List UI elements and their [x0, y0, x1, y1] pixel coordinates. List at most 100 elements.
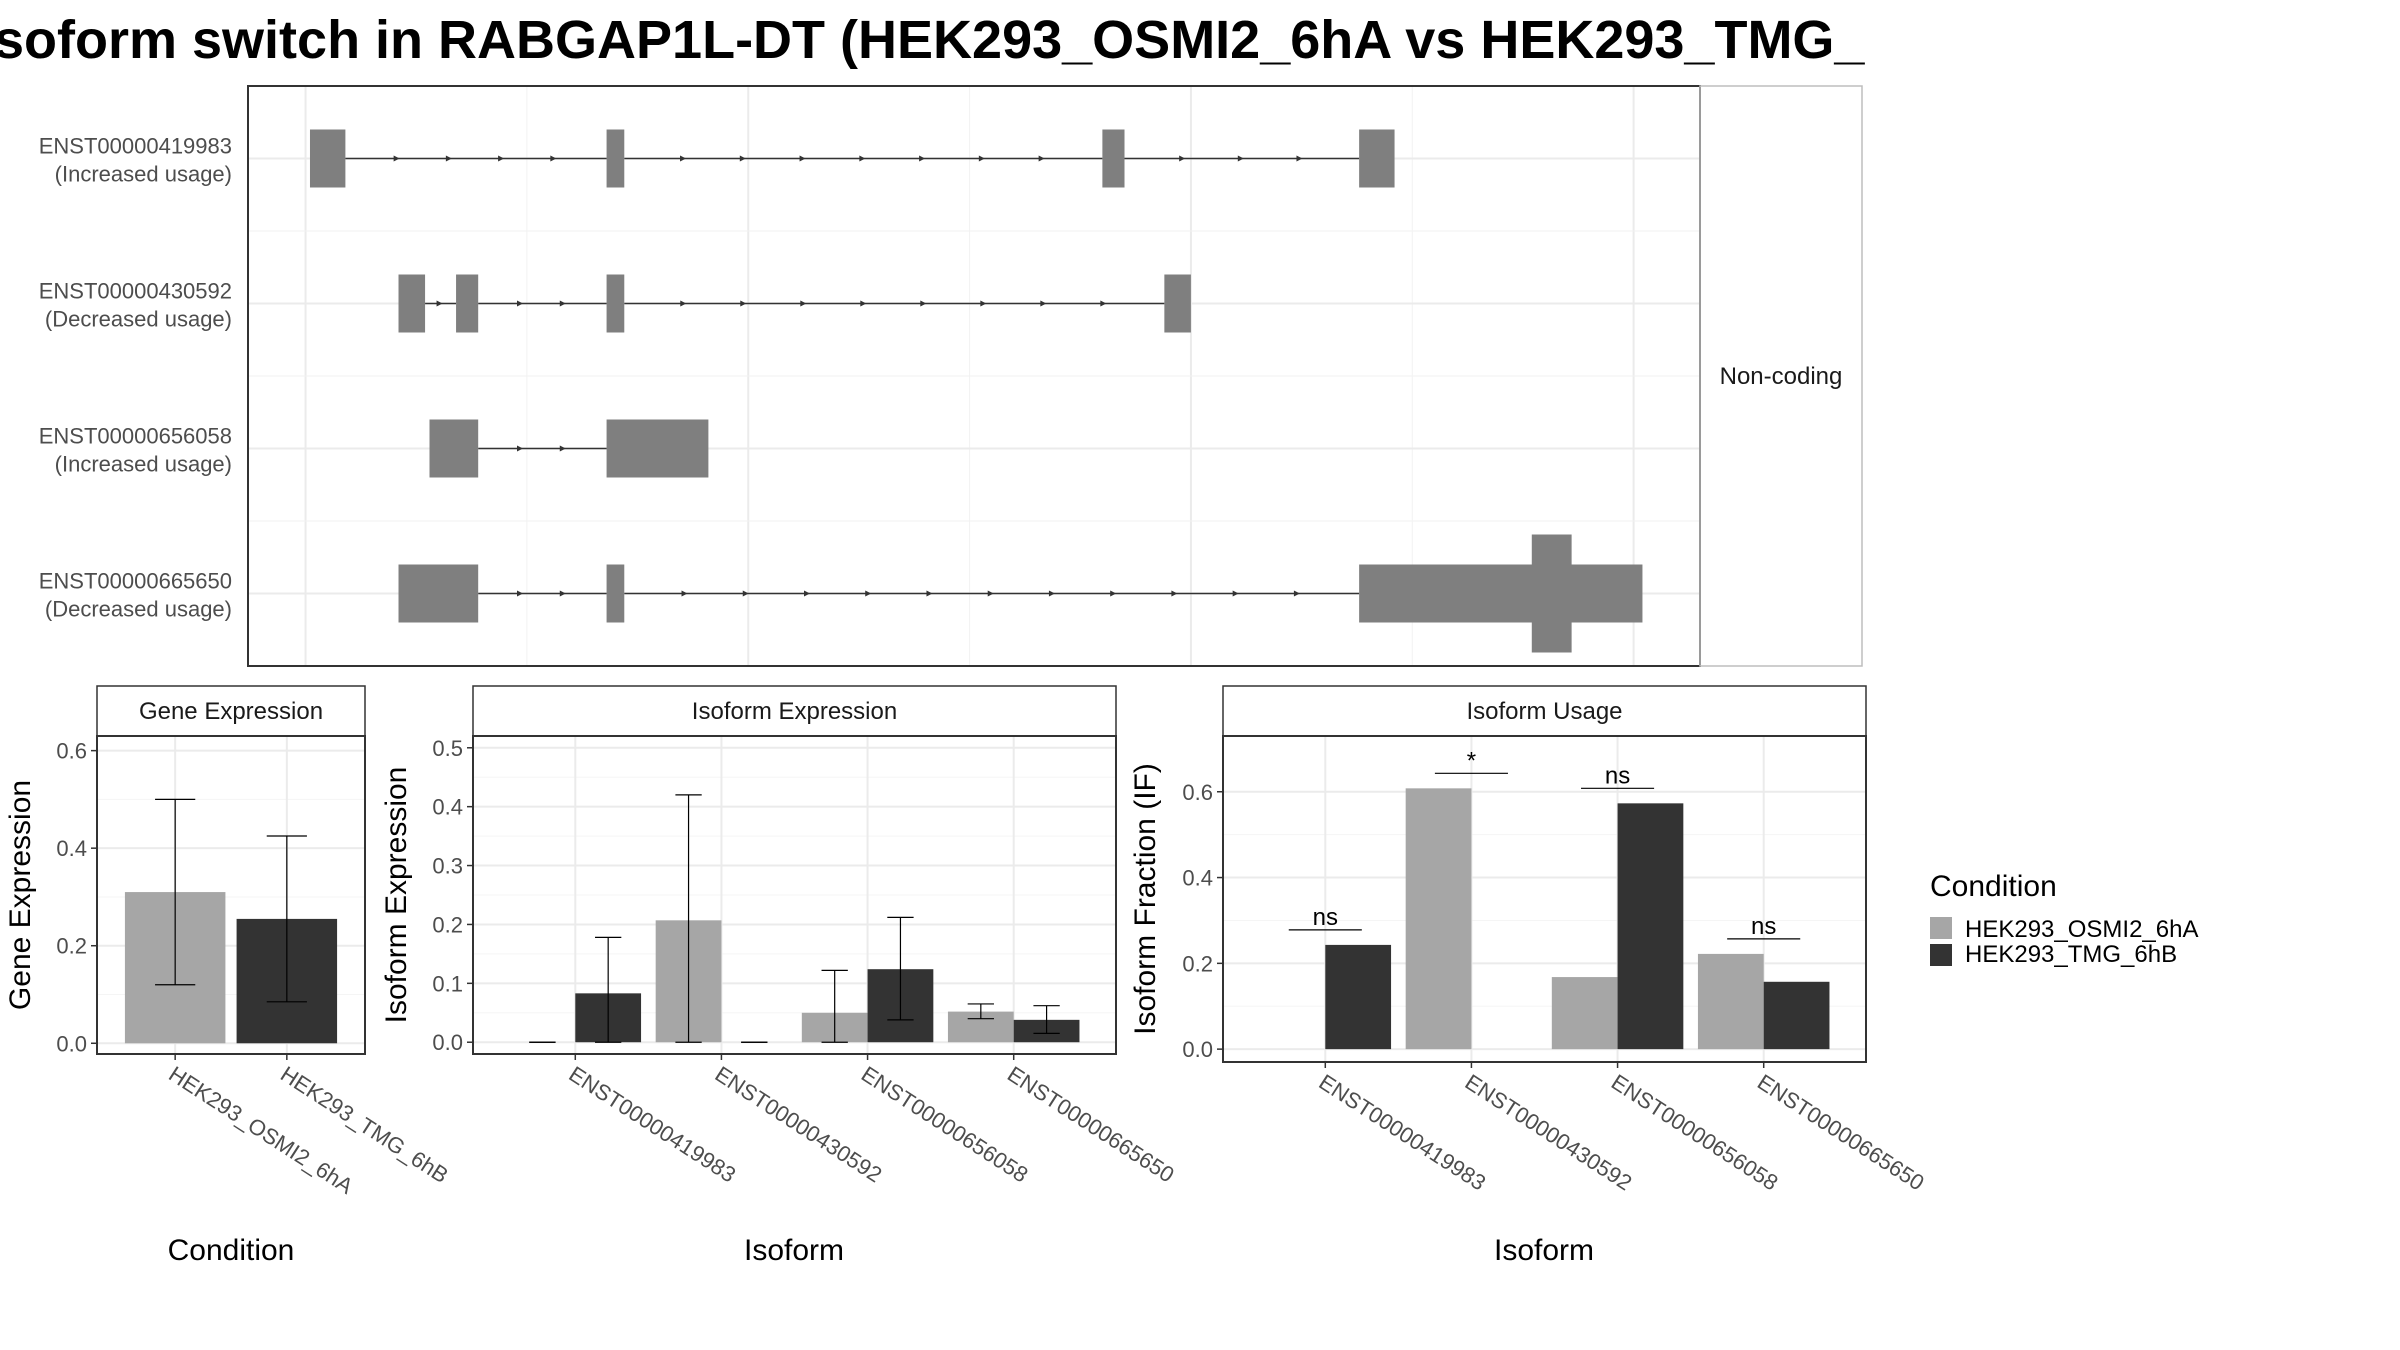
- y-axis-label: Isoform Fraction (IF): [1129, 763, 1162, 1035]
- intron-arrow: [739, 155, 746, 162]
- x-axis-label: Isoform: [1494, 1234, 1594, 1267]
- y-tick-label: 0.0: [56, 1031, 87, 1056]
- intron-arrow: [926, 590, 933, 597]
- intron-arrow: [803, 590, 810, 597]
- exon-block: [606, 129, 625, 188]
- intron-arrow: [1296, 155, 1303, 162]
- intron-arrow: [516, 445, 523, 452]
- panel-border: [472, 735, 1117, 1055]
- intron-arrow: [987, 590, 994, 597]
- intron-arrow: [1038, 155, 1045, 162]
- intron-arrow: [1040, 300, 1047, 307]
- y-tick-label: 0.0: [432, 1030, 463, 1055]
- isoform-id-label: ENST00000419983: [39, 134, 232, 159]
- strip-box: [1222, 685, 1867, 737]
- exon-block: [606, 274, 625, 333]
- intron-arrow: [436, 300, 443, 307]
- y-tick-label: 0.1: [432, 971, 463, 996]
- exon-block: [1164, 274, 1191, 333]
- y-tick-label: 0.6: [1182, 780, 1213, 805]
- intron-arrow: [559, 590, 566, 597]
- y-tick-label: 0.4: [432, 795, 463, 820]
- intron-arrow: [1237, 155, 1244, 162]
- intron-arrow: [681, 590, 688, 597]
- intron-arrow: [859, 155, 866, 162]
- legend-title: Condition: [1930, 870, 2057, 903]
- x-axis-label: Isoform: [744, 1234, 844, 1267]
- exon-block-tall: [1531, 534, 1572, 653]
- exon-block: [456, 274, 479, 333]
- strip-label: Isoform Usage: [1466, 698, 1622, 725]
- intron-arrow: [919, 155, 926, 162]
- exon-block: [1359, 564, 1643, 623]
- exon-block: [606, 419, 709, 478]
- intron-arrow: [799, 155, 806, 162]
- y-tick-label: 0.3: [432, 854, 463, 879]
- intron-arrow: [1171, 590, 1178, 597]
- intron-arrow: [865, 590, 872, 597]
- intron-arrow: [1100, 300, 1107, 307]
- legend: Condition HEK293_OSMI2_6hA HEK293_TMG_6h…: [1930, 870, 2198, 968]
- intron-arrow: [559, 300, 566, 307]
- x-tick-label: HEK293_OSMI2_6hA: [164, 1061, 357, 1199]
- significance-label: *: [1467, 747, 1476, 774]
- intron-arrow: [1232, 590, 1239, 597]
- strip-label: Non-coding: [1720, 363, 1843, 390]
- exon-block: [429, 419, 479, 478]
- isoform-status-label: (Increased usage): [55, 162, 232, 187]
- intron-arrow: [445, 155, 452, 162]
- legend-label-cond-b: HEK293_TMG_6hB: [1965, 941, 2177, 968]
- intron-arrow: [680, 155, 687, 162]
- intron-arrow: [978, 155, 985, 162]
- y-tick-label: 0.6: [56, 739, 87, 764]
- isoform-usage-panel: Isoform Usagens*nsns0.00.20.40.6ENST0000…: [1129, 685, 1929, 1267]
- isoform-status-label: (Decreased usage): [45, 597, 232, 622]
- strip-box: [472, 685, 1117, 737]
- y-tick-label: 0.0: [1182, 1037, 1213, 1062]
- intron-arrow: [1048, 590, 1055, 597]
- bar: [1405, 788, 1472, 1050]
- isoform-status-label: (Increased usage): [55, 452, 232, 477]
- exon-block: [398, 274, 426, 333]
- isoform-expression-panel: Isoform Expression0.00.10.20.30.40.5ENST…: [380, 685, 1179, 1267]
- significance-label: ns: [1751, 913, 1776, 940]
- intron-arrow: [680, 300, 687, 307]
- exon-block: [1102, 129, 1125, 188]
- intron-arrow: [800, 300, 807, 307]
- y-tick-label: 0.2: [1182, 951, 1213, 976]
- intron-arrow: [559, 445, 566, 452]
- isoform-id-label: ENST00000656058: [39, 424, 232, 449]
- strip-box: [96, 685, 366, 737]
- panel-border: [96, 735, 366, 1055]
- exon-block: [606, 564, 625, 623]
- isoform-status-label: (Decreased usage): [45, 307, 232, 332]
- intron-arrow: [742, 590, 749, 597]
- intron-arrow: [516, 300, 523, 307]
- isoform-id-label: ENST00000430592: [39, 279, 232, 304]
- y-axis-label: Isoform Expression: [380, 767, 413, 1024]
- legend-label-cond-a: HEK293_OSMI2_6hA: [1965, 916, 2198, 943]
- y-tick-label: 0.4: [56, 836, 87, 861]
- y-tick-label: 0.5: [432, 736, 463, 761]
- y-tick-label: 0.2: [56, 934, 87, 959]
- bar: [1763, 981, 1830, 1050]
- significance-label: ns: [1313, 904, 1338, 931]
- intron-arrow: [550, 155, 557, 162]
- exon-block: [1359, 129, 1395, 188]
- legend-key-cond-a: [1930, 917, 1952, 939]
- bar: [1325, 944, 1392, 1050]
- bar: [1697, 953, 1764, 1050]
- intron-arrow: [740, 300, 747, 307]
- intron-arrow: [860, 300, 867, 307]
- y-tick-label: 0.2: [432, 912, 463, 937]
- strip-label: Isoform Expression: [692, 698, 897, 725]
- isoform-id-label: ENST00000665650: [39, 569, 232, 594]
- intron-arrow: [980, 300, 987, 307]
- plot-title: soform switch in RABGAP1L-DT (HEK293_OSM…: [0, 10, 1865, 70]
- gene-structure-panel: ENST00000419983 (Increased usage) ENST0000…: [39, 85, 1863, 667]
- bar: [1617, 803, 1684, 1050]
- exon-block: [309, 129, 346, 188]
- intron-arrow: [498, 155, 505, 162]
- y-axis-label: Gene Expression: [4, 780, 37, 1010]
